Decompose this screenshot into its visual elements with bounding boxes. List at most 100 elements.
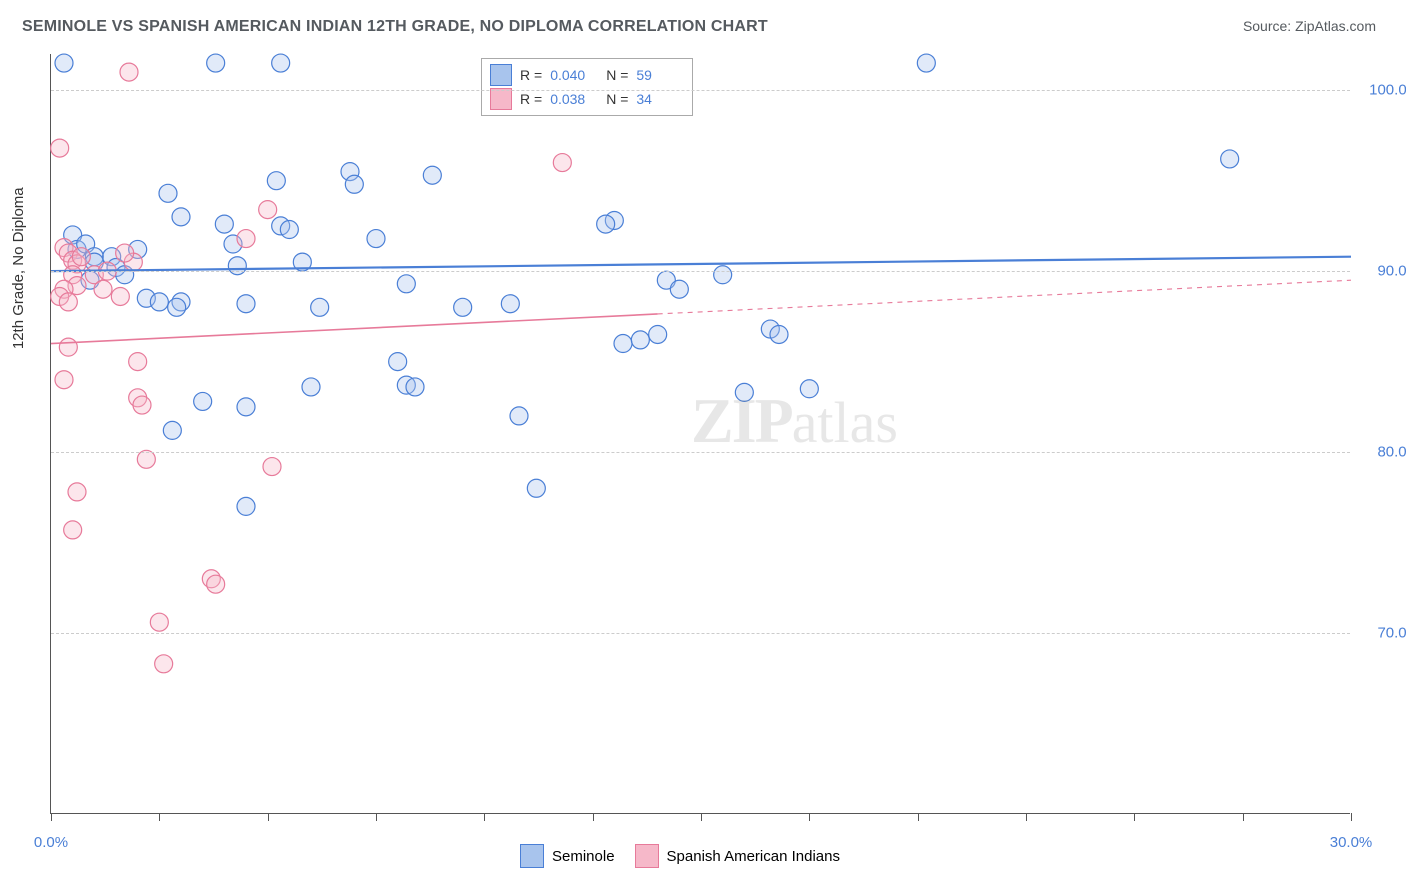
data-point xyxy=(194,392,212,410)
legend-bottom-swatch-spanish xyxy=(635,844,659,868)
data-point xyxy=(714,266,732,284)
data-point xyxy=(237,230,255,248)
data-point xyxy=(345,175,363,193)
data-point xyxy=(917,54,935,72)
legend-n-label-2: N = xyxy=(606,91,628,107)
data-point xyxy=(59,293,77,311)
x-tick xyxy=(1243,813,1244,821)
legend-r-label: R = xyxy=(520,67,542,83)
data-point xyxy=(280,221,298,239)
x-tick xyxy=(268,813,269,821)
series-legend: Seminole Spanish American Indians xyxy=(520,844,840,868)
x-tick xyxy=(809,813,810,821)
data-point xyxy=(237,497,255,515)
y-axis-label: 12th Grade, No Diploma xyxy=(10,187,27,349)
data-point xyxy=(406,378,424,396)
watermark: ZIPatlas xyxy=(691,384,898,458)
data-point xyxy=(389,353,407,371)
x-tick xyxy=(701,813,702,821)
x-tick-label: 30.0% xyxy=(1330,834,1373,851)
gridline xyxy=(51,90,1350,91)
data-point xyxy=(267,172,285,190)
legend-n-label: N = xyxy=(606,67,628,83)
data-point xyxy=(770,325,788,343)
data-point xyxy=(423,166,441,184)
data-point xyxy=(263,458,281,476)
gridline xyxy=(51,633,1350,634)
data-point xyxy=(172,208,190,226)
watermark-atlas: atlas xyxy=(792,390,898,455)
data-point xyxy=(111,287,129,305)
data-point xyxy=(670,280,688,298)
data-point xyxy=(397,275,415,293)
data-point xyxy=(64,521,82,539)
y-tick-label: 90.0% xyxy=(1377,263,1406,280)
data-point xyxy=(215,215,233,233)
data-point xyxy=(163,421,181,439)
data-point xyxy=(68,483,86,501)
legend-swatch-spanish xyxy=(490,88,512,110)
x-tick xyxy=(918,813,919,821)
data-point xyxy=(207,575,225,593)
legend-row-seminole: R = 0.040 N = 59 xyxy=(490,63,684,87)
legend-bottom-label-seminole: Seminole xyxy=(552,848,615,865)
data-point xyxy=(120,63,138,81)
data-point xyxy=(168,298,186,316)
data-point xyxy=(272,54,290,72)
data-point xyxy=(155,655,173,673)
data-point xyxy=(237,398,255,416)
data-point xyxy=(159,184,177,202)
data-point xyxy=(501,295,519,313)
data-point xyxy=(94,280,112,298)
data-point xyxy=(150,293,168,311)
data-point xyxy=(1221,150,1239,168)
chart-plot-area: ZIPatlas R = 0.040 N = 59 R = 0.038 N = … xyxy=(50,54,1350,814)
data-point xyxy=(597,215,615,233)
x-tick xyxy=(484,813,485,821)
data-point xyxy=(311,298,329,316)
data-point xyxy=(367,230,385,248)
data-point xyxy=(72,248,90,266)
legend-n-value-spanish: 34 xyxy=(636,91,684,107)
x-tick-label: 0.0% xyxy=(34,834,68,851)
data-point xyxy=(259,201,277,219)
data-point xyxy=(129,353,147,371)
legend-item-seminole: Seminole xyxy=(520,844,615,868)
gridline xyxy=(51,452,1350,453)
legend-n-value-seminole: 59 xyxy=(636,67,684,83)
x-tick xyxy=(1026,813,1027,821)
legend-bottom-label-spanish: Spanish American Indians xyxy=(667,848,840,865)
gridline xyxy=(51,271,1350,272)
data-point xyxy=(51,139,69,157)
data-point xyxy=(55,371,73,389)
data-point xyxy=(59,338,77,356)
x-tick xyxy=(1134,813,1135,821)
data-point xyxy=(631,331,649,349)
x-tick xyxy=(593,813,594,821)
source-label: Source: ZipAtlas.com xyxy=(1243,18,1376,34)
data-point xyxy=(649,325,667,343)
legend-item-spanish: Spanish American Indians xyxy=(635,844,840,868)
legend-r-value-spanish: 0.038 xyxy=(550,91,598,107)
x-tick xyxy=(376,813,377,821)
x-tick xyxy=(159,813,160,821)
data-point xyxy=(116,244,134,262)
correlation-legend: R = 0.040 N = 59 R = 0.038 N = 34 xyxy=(481,58,693,116)
data-point xyxy=(614,335,632,353)
x-tick xyxy=(51,813,52,821)
data-point xyxy=(527,479,545,497)
data-point xyxy=(454,298,472,316)
data-point xyxy=(150,613,168,631)
data-point xyxy=(207,54,225,72)
trend-line xyxy=(51,314,658,344)
y-tick-label: 80.0% xyxy=(1377,444,1406,461)
data-point xyxy=(237,295,255,313)
chart-title: SEMINOLE VS SPANISH AMERICAN INDIAN 12TH… xyxy=(22,18,768,36)
legend-bottom-swatch-seminole xyxy=(520,844,544,868)
legend-r-label-2: R = xyxy=(520,91,542,107)
legend-r-value-seminole: 0.040 xyxy=(550,67,598,83)
data-point xyxy=(510,407,528,425)
data-point xyxy=(55,54,73,72)
y-tick-label: 100.0% xyxy=(1369,82,1406,99)
x-tick xyxy=(1351,813,1352,821)
